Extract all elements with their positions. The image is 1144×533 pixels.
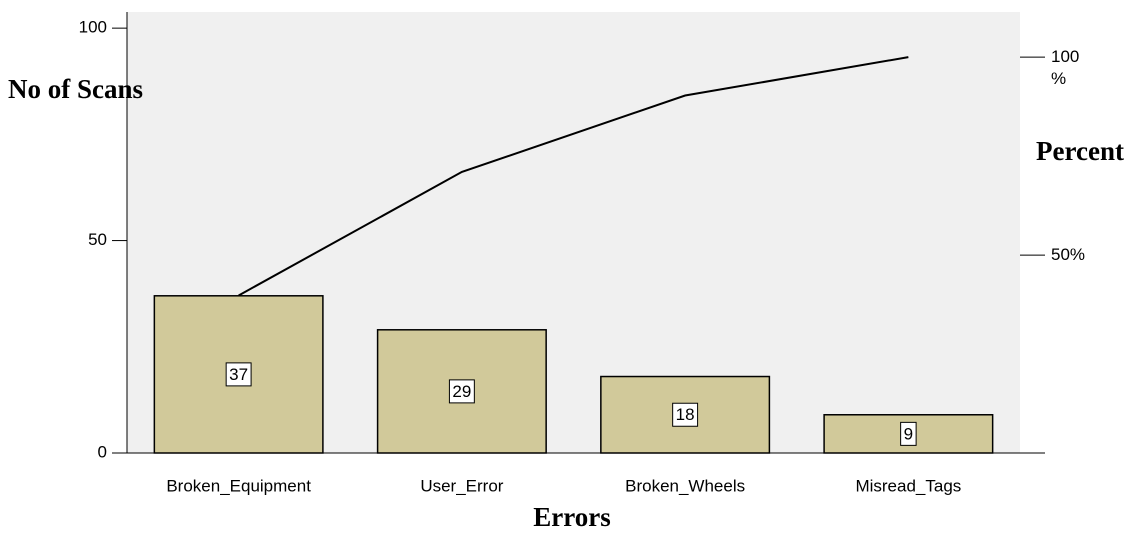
y2-tick-label: 50%: [1051, 245, 1086, 265]
data-label: 29: [452, 382, 471, 401]
y-tick-label: 100: [79, 18, 107, 37]
x-tick-label: Broken_Wheels: [625, 476, 745, 495]
x-tick-label: User_Error: [420, 476, 503, 495]
y-tick-label: 0: [98, 442, 107, 461]
y-axis-title: No of Scans: [8, 74, 144, 104]
cumulative-line: [238, 56, 909, 297]
y-tick-label: 50: [88, 230, 107, 249]
data-label-box: [448, 379, 475, 404]
y2-axis-title: Percent: [1036, 136, 1124, 166]
y2-tick-label: 100 %: [1051, 47, 1080, 89]
data-label-box: [672, 402, 699, 427]
data-label: 9: [904, 424, 913, 443]
x-tick-label: Broken_Equipment: [166, 476, 311, 495]
x-tick-label: Misread_Tags: [855, 476, 961, 495]
data-label: 37: [229, 365, 248, 384]
data-label: 18: [676, 405, 695, 424]
data-label-box: [225, 362, 252, 387]
data-label-box: [900, 421, 917, 446]
x-axis-title: Errors: [533, 502, 611, 532]
